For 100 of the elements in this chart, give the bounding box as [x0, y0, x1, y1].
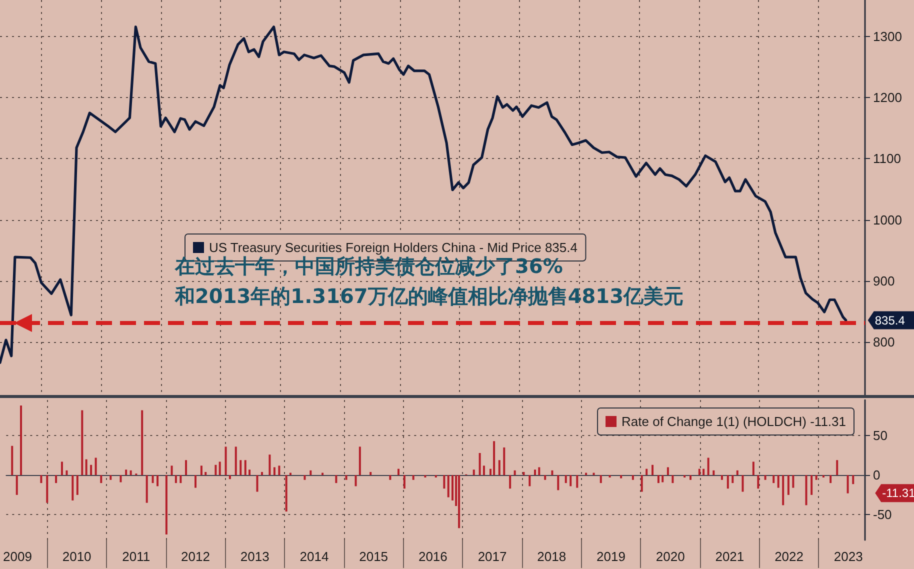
bar: [458, 475, 460, 528]
bar: [742, 475, 744, 492]
bar: [81, 410, 84, 476]
bar: [522, 472, 525, 476]
bar: [141, 410, 144, 476]
bar: [752, 462, 754, 476]
bar: [557, 475, 560, 490]
bar: [472, 470, 475, 476]
y-tick-label: 1300: [873, 29, 902, 44]
bar: [200, 466, 202, 476]
bar: [690, 475, 692, 480]
bar: [764, 475, 766, 480]
x-tick-label: 2011: [122, 549, 150, 564]
y-tick-label: 1000: [873, 212, 902, 228]
y-tick-label: 1100: [873, 151, 901, 166]
y-tick-label: 50: [873, 428, 888, 444]
x-tick-label: 2022: [774, 549, 804, 564]
bar: [273, 467, 276, 476]
bar: [165, 475, 168, 534]
bar: [180, 475, 182, 484]
bar: [608, 475, 611, 478]
y-tick-label: 800: [873, 334, 895, 350]
bar: [772, 475, 775, 484]
bar: [100, 475, 102, 484]
bar: [836, 460, 838, 476]
bar: [443, 475, 446, 489]
bar: [684, 475, 686, 478]
x-tick-label: 2020: [656, 549, 685, 564]
bar: [620, 475, 622, 478]
bar: [447, 475, 450, 498]
bar: [278, 466, 280, 476]
bar: [672, 475, 674, 484]
bar: [248, 470, 251, 476]
bar: [76, 475, 78, 495]
bar: [576, 475, 578, 488]
bar: [285, 475, 288, 512]
bar: [304, 475, 306, 480]
bar: [20, 406, 22, 476]
bar: [234, 446, 237, 476]
x-tick-label: 2017: [478, 549, 507, 564]
bar: [805, 475, 808, 506]
bar: [570, 475, 572, 486]
bar: [830, 475, 832, 484]
x-tick-label: 2009: [3, 549, 32, 564]
x-tick-label: 2018: [537, 549, 566, 564]
x-tick-label: 2013: [240, 549, 270, 564]
x-tick-label: 2019: [596, 549, 626, 564]
bar: [66, 470, 68, 476]
bar: [94, 458, 97, 476]
bar: [792, 475, 794, 488]
bar: [544, 475, 546, 480]
bar: [564, 475, 567, 484]
bar: [152, 475, 154, 484]
bar: [736, 470, 738, 476]
bar: [434, 475, 437, 478]
bar: [810, 475, 813, 495]
x-tick-label: 2010: [62, 549, 92, 564]
bar: [482, 466, 485, 476]
bar: [424, 475, 426, 478]
bar: [130, 470, 132, 476]
bar: [345, 475, 348, 480]
bar: [403, 475, 406, 489]
bar: [698, 468, 700, 476]
bar: [240, 460, 242, 476]
bar: [509, 475, 512, 489]
annotation: 和2013年的1.3167万亿的峰值相比净抛售4813亿美元: [174, 284, 684, 308]
bar: [397, 468, 400, 476]
bar: [528, 475, 531, 486]
bar: [551, 470, 554, 476]
bar: [702, 468, 705, 476]
bar: [666, 467, 669, 476]
bar: [412, 475, 414, 480]
bar: [260, 472, 263, 476]
bar: [354, 475, 357, 486]
bar: [777, 475, 780, 488]
x-tick-label: 2016: [418, 549, 448, 564]
bar: [125, 470, 128, 476]
bar: [726, 475, 729, 489]
y-tick-label: 0: [873, 468, 880, 483]
bar: [757, 475, 760, 489]
bar: [652, 464, 654, 476]
bar: [538, 467, 540, 476]
bar: [732, 475, 734, 484]
x-tick-label: 2023: [834, 549, 863, 564]
bar: [600, 475, 602, 484]
bar: [156, 475, 159, 486]
x-tick-label: 2021: [715, 549, 744, 564]
bar: [815, 475, 818, 480]
line-series: [0, 26, 848, 364]
bar: [646, 468, 648, 476]
bar: [194, 475, 197, 488]
bar: [640, 475, 643, 492]
bar: [55, 475, 58, 484]
bar: [110, 475, 112, 480]
bar: [720, 475, 723, 480]
bar: [787, 475, 790, 495]
bar: [498, 460, 500, 476]
bar: [60, 462, 63, 476]
bar: [657, 475, 660, 484]
bar: [185, 460, 188, 476]
